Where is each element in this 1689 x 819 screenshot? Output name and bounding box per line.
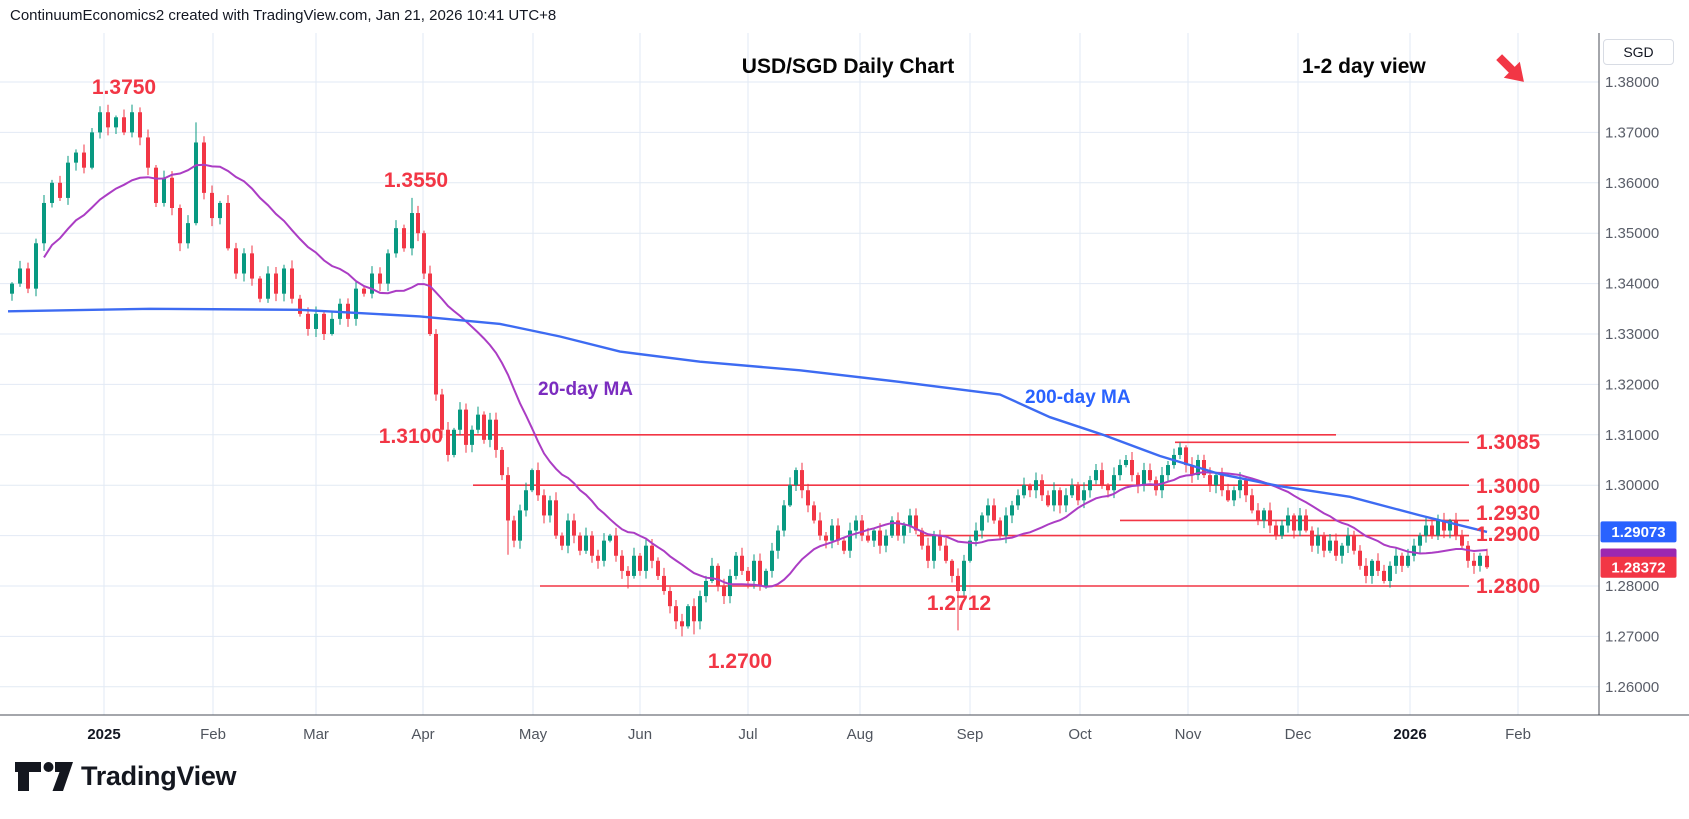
time-axis-label: Feb [200, 726, 226, 743]
level-label-1.2712: 1.2712 [927, 592, 991, 615]
time-axis-label: Feb [1505, 726, 1531, 743]
ma-labels: 20-day MA 200-day MA [538, 379, 1131, 408]
svg-text:1.29073: 1.29073 [1611, 524, 1665, 541]
time-axis-label: Apr [411, 726, 434, 743]
level-label-1.3085: 1.3085 [1476, 431, 1541, 454]
level-annotations: 1.3750 1.3550 1.3100 1.2700 1.2712 1.3085 1.30… [92, 76, 1541, 673]
price-axis-label: 1.38000 [1605, 74, 1659, 91]
time-axis-label: Dec [1285, 726, 1312, 743]
price-axis[interactable]: 1.38000 1.37000 1.36000 1.35000 1.34000 1.330… [1605, 74, 1659, 696]
price-axis-label: 1.35000 [1605, 225, 1659, 242]
level-label-1.2700: 1.2700 [708, 650, 772, 673]
price-axis-label: 1.37000 [1605, 124, 1659, 141]
tradingview-mark-icon [15, 762, 73, 791]
last-price-tag [1600, 556, 1677, 578]
price-axis-label: 1.26000 [1605, 679, 1659, 696]
time-axis-label: 2025 [87, 726, 120, 743]
price-axis-label: 1.28000 [1605, 578, 1659, 595]
price-axis-label: 1.36000 [1605, 175, 1659, 192]
time-axis-label: Jul [738, 726, 757, 743]
level-label-1.3100: 1.3100 [379, 425, 443, 448]
time-axis-label: Oct [1068, 726, 1092, 743]
price-axis-label: 1.30000 [1605, 477, 1659, 494]
time-axis-label: Jun [628, 726, 652, 743]
ma200-line [7, 307, 1488, 534]
candles [10, 104, 1489, 637]
axis-price-tags: 1.28372 1.29073 [1600, 521, 1677, 578]
svg-text:1.28372: 1.28372 [1611, 559, 1665, 576]
down-right-arrow-icon [1496, 54, 1524, 82]
tradingview-wordmark: TradingView [81, 761, 237, 791]
time-axis-label: 2026 [1393, 726, 1426, 743]
price-axis-label: 1.34000 [1605, 276, 1659, 293]
time-axis-label: Sep [957, 726, 984, 743]
time-axis[interactable]: 2025 Feb Mar Apr May Jun Jul Aug Sep Oct Nov Dec 202… [87, 726, 1531, 743]
view-note: 1-2 day view [1302, 55, 1426, 78]
level-label-1.2900: 1.2900 [1476, 523, 1540, 546]
level-label-1.2800: 1.2800 [1476, 575, 1540, 598]
tradingview-logo[interactable]: TradingView [15, 761, 237, 792]
price-axis-label: 1.31000 [1605, 427, 1659, 444]
time-axis-label: Mar [303, 726, 329, 743]
currency-button[interactable]: SGD [1603, 39, 1674, 65]
price-axis-label: 1.32000 [1605, 376, 1659, 393]
grid-lines [0, 33, 1599, 715]
axis-frame [0, 33, 1689, 716]
price-axis-label: 1.27000 [1605, 628, 1659, 645]
time-axis-label: Nov [1175, 726, 1202, 743]
level-label-1.3550: 1.3550 [384, 169, 448, 192]
chart-title: USD/SGD Daily Chart [741, 55, 955, 78]
attribution: ContinuumEconomics2 created with Trading… [10, 7, 557, 24]
level-label-1.3750: 1.3750 [92, 76, 156, 99]
time-axis-label: May [519, 726, 548, 743]
price-axis-label: 1.33000 [1605, 326, 1659, 343]
time-axis-label: Aug [847, 726, 874, 743]
level-label-1.2930: 1.2930 [1476, 502, 1540, 525]
ma-label: 200-day MA [1025, 387, 1131, 408]
ma-label: 20-day MA [538, 379, 633, 400]
ma200-price-tag [1600, 521, 1677, 543]
level-label-1.3000: 1.3000 [1476, 475, 1540, 498]
